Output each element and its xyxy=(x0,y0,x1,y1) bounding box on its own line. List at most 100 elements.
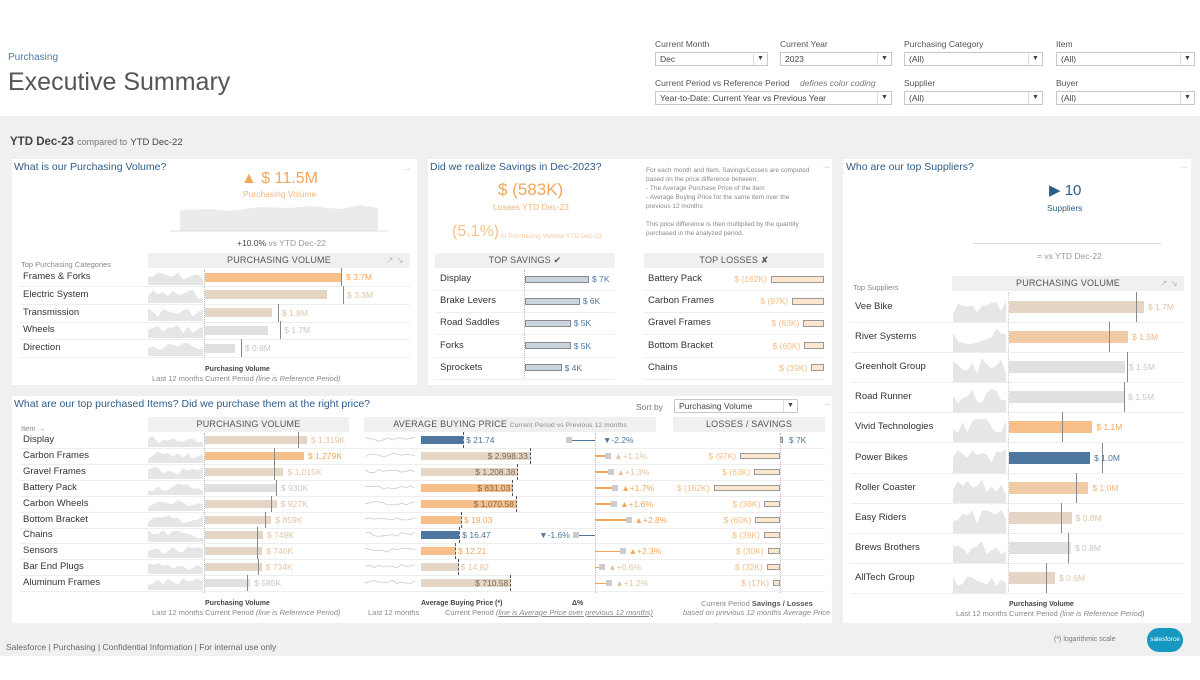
ls-value: $ (63K) xyxy=(722,466,751,477)
supplier-bar xyxy=(1009,361,1125,374)
navigate-arrow-icon[interactable]: → xyxy=(402,163,412,174)
item-label: Bottom Bracket xyxy=(23,513,88,525)
volume-bar xyxy=(205,272,342,282)
item-column-header[interactable]: Item → xyxy=(21,424,46,433)
savings-item-label: Sprockets xyxy=(440,361,483,373)
delta-marker xyxy=(565,437,572,443)
log-scale-note: (*) logarithmic scale xyxy=(1054,636,1116,643)
sparkline xyxy=(953,540,1006,563)
supplier-value: $ 0.8M xyxy=(1074,542,1101,553)
suppliers-legend-title: Purchasing Volume xyxy=(1009,601,1074,608)
row-divider xyxy=(850,322,1184,323)
row-divider xyxy=(20,448,825,449)
row-divider xyxy=(850,352,1184,354)
reference-line xyxy=(270,495,272,512)
month-select[interactable]: Dec ▼ xyxy=(655,52,768,66)
navigate-arrow-icon[interactable]: → xyxy=(821,398,831,409)
chevron-down-icon: ▼ xyxy=(1180,92,1194,104)
chevron-down-icon: ▼ xyxy=(877,92,891,104)
category-value: (All) xyxy=(909,54,925,64)
price-bar xyxy=(421,531,460,540)
sparkline xyxy=(953,328,1006,353)
sparkline xyxy=(148,530,203,543)
row-divider xyxy=(435,312,615,314)
zero-axis xyxy=(1008,292,1009,592)
savings-value: $ 5K xyxy=(573,340,592,351)
sort-arrows-icon[interactable]: ↗ ↘ xyxy=(385,255,404,265)
price-bar xyxy=(421,483,513,492)
sparkline xyxy=(365,548,415,553)
month-value: Dec xyxy=(660,54,676,64)
breadcrumb[interactable]: Purchasing xyxy=(8,52,59,63)
price-value: $ 19.03 xyxy=(464,514,493,525)
volume-value: $ 1.8M xyxy=(281,307,308,318)
reference-line xyxy=(1101,442,1103,473)
sort-label: Sort by xyxy=(636,402,663,412)
savings-bar xyxy=(525,342,571,350)
category-select[interactable]: (All) ▼ xyxy=(904,52,1043,66)
item-volume-bar xyxy=(205,436,307,444)
year-select[interactable]: 2023 ▼ xyxy=(780,52,892,66)
item-volume-value: $ 859K xyxy=(275,514,303,525)
item-label: Sensors xyxy=(23,545,58,557)
savings-bar xyxy=(525,275,589,283)
savings-item-label: Road Saddles xyxy=(440,317,500,329)
sort-arrows-icon[interactable]: ↗ ↘ xyxy=(1159,278,1178,288)
delta-value: ▲+1.3% xyxy=(616,466,650,477)
row-divider xyxy=(644,334,824,336)
chevron-down-icon: ▼ xyxy=(783,400,797,412)
abp-header-sub: Current Period vs Previous 12 months xyxy=(509,422,627,429)
sparkline xyxy=(148,483,203,495)
row-divider xyxy=(644,312,824,314)
supplier-select[interactable]: (All) ▼ xyxy=(904,91,1043,105)
volume-change-value: +10.0% xyxy=(237,238,267,248)
ls-value: $ (39K) xyxy=(732,530,761,541)
supplier-label: Greenholt Group xyxy=(855,361,926,373)
price-value: $ 21.74 xyxy=(466,435,495,445)
legend-note: (line is Average Price over previous 12 … xyxy=(495,608,654,617)
losses-bar xyxy=(811,364,824,372)
supplier-value: $ 1.5M xyxy=(1128,392,1155,403)
period-select[interactable]: Year-to-Date: Current Year vs Previous Y… xyxy=(655,91,892,105)
reference-line xyxy=(277,303,279,322)
supplier-value: $ 1.0M xyxy=(1092,482,1119,493)
chevron-down-icon: ▼ xyxy=(1028,53,1042,65)
row-divider xyxy=(20,575,825,577)
item-value: (All) xyxy=(1061,54,1077,64)
reference-line xyxy=(256,527,258,544)
delta-line xyxy=(595,566,603,569)
top-savings-header: TOP SAVINGS ✔ xyxy=(435,253,615,268)
price-reference-line xyxy=(457,559,459,576)
price-value: $ 1,208.38 xyxy=(475,466,516,477)
supplier-value: $ 1.5M xyxy=(1132,332,1159,343)
sparkline xyxy=(148,467,203,479)
reference-line xyxy=(265,511,266,528)
legend-note: (line is Reference Period) xyxy=(255,608,341,617)
price-value: $ 12.21 xyxy=(458,546,487,557)
delta-line xyxy=(575,534,595,537)
volume-bar xyxy=(205,343,235,353)
buyer-select[interactable]: (All) ▼ xyxy=(1056,91,1195,105)
filter-label-category: Purchasing Category xyxy=(904,39,984,49)
delta-marker xyxy=(611,500,618,507)
ls-value: $ (60K) xyxy=(723,514,752,525)
note-line xyxy=(646,211,809,220)
ls-value: $ (162K) xyxy=(676,482,710,493)
item-volume-bar xyxy=(205,483,277,492)
losses-bar xyxy=(713,484,780,491)
sparkline xyxy=(365,532,415,538)
item-select[interactable]: (All) ▼ xyxy=(1056,52,1195,66)
delta-marker xyxy=(625,516,632,523)
losses-pct-label: of Purchasing Volume YTD Dec-23 xyxy=(501,233,602,240)
items-legend-title: Purchasing Volume xyxy=(205,600,270,607)
price-reference-line xyxy=(463,432,465,448)
row-divider xyxy=(20,321,410,323)
sort-select[interactable]: Purchasing Volume ▼ xyxy=(674,399,798,413)
navigate-arrow-icon[interactable]: → xyxy=(1179,161,1189,172)
supplier-value: (All) xyxy=(909,93,925,103)
navigate-arrow-icon[interactable]: → xyxy=(821,161,831,172)
page-title: Executive Summary xyxy=(8,68,231,96)
zero-axis xyxy=(204,270,205,358)
salesforce-logo: salesforce xyxy=(1147,628,1183,652)
price-reference-line xyxy=(460,511,462,528)
